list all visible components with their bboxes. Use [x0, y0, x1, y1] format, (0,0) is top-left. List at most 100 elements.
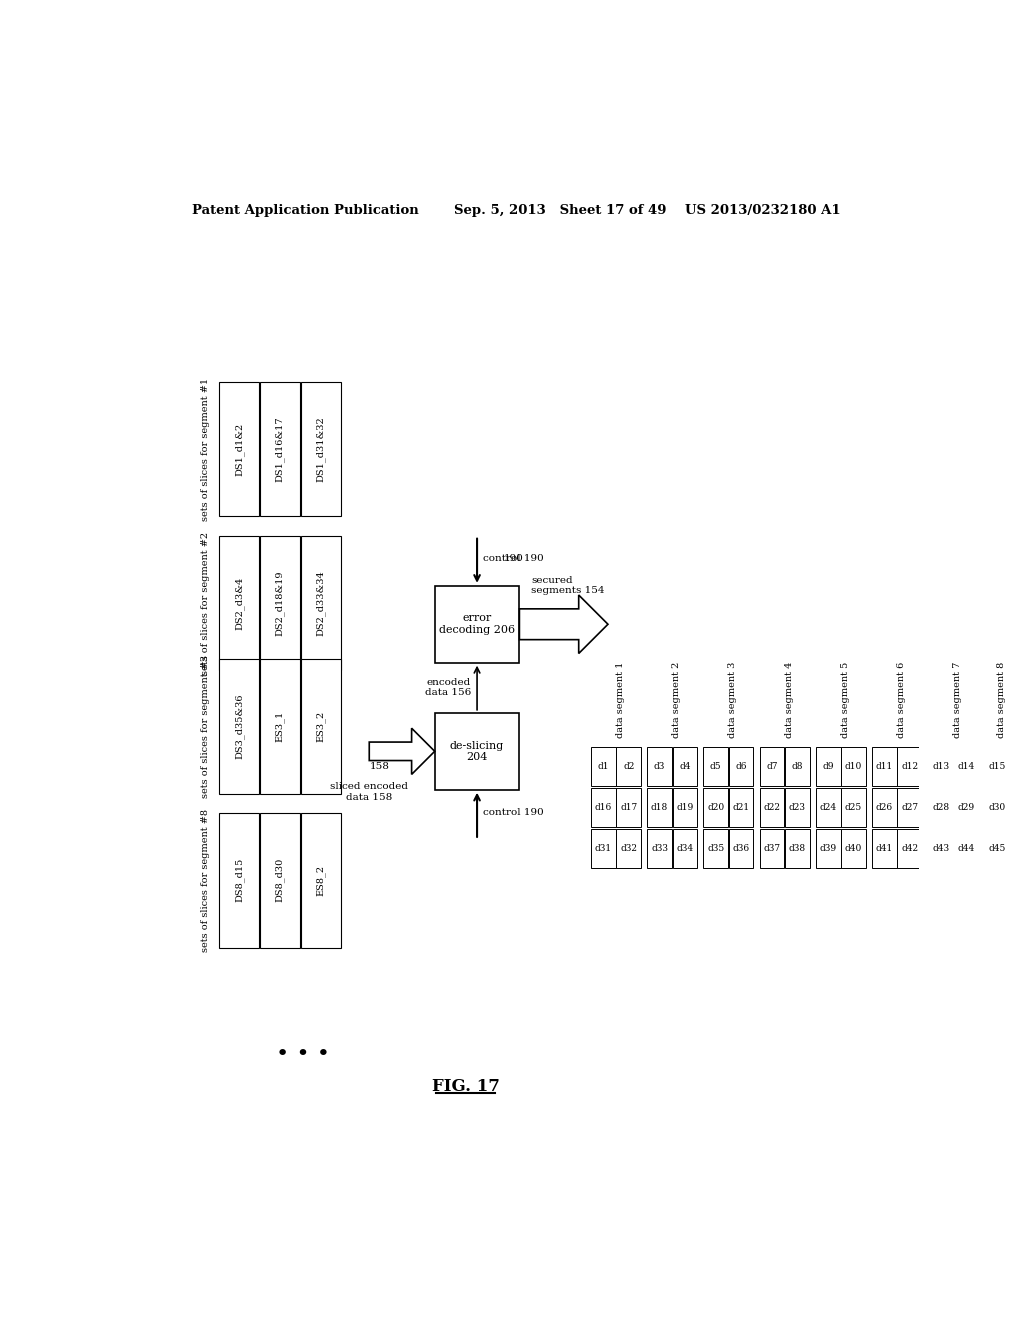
Text: data segment 5: data segment 5	[841, 661, 850, 738]
Bar	[647, 747, 672, 785]
Text: d15: d15	[988, 762, 1006, 771]
Bar	[897, 829, 923, 867]
Bar	[219, 659, 259, 793]
Bar	[260, 813, 300, 948]
Text: d27: d27	[901, 803, 919, 812]
Text: d14: d14	[957, 762, 975, 771]
Text: d17: d17	[621, 803, 637, 812]
Text: US 2013/0232180 A1: US 2013/0232180 A1	[685, 205, 841, 218]
Bar	[673, 788, 697, 826]
Text: d25: d25	[845, 803, 862, 812]
Text: d19: d19	[676, 803, 693, 812]
Bar	[219, 813, 259, 948]
Bar	[816, 829, 841, 867]
Text: d2: d2	[623, 762, 635, 771]
Bar	[591, 747, 615, 785]
Text: data segment 1: data segment 1	[616, 661, 625, 738]
Bar	[729, 829, 754, 867]
Text: d16: d16	[595, 803, 612, 812]
Text: d29: d29	[957, 803, 975, 812]
Bar	[984, 747, 1009, 785]
Text: DS1_d1&2: DS1_d1&2	[234, 422, 244, 475]
Text: d44: d44	[957, 843, 975, 853]
Bar	[616, 829, 641, 867]
Bar	[816, 747, 841, 785]
Bar	[616, 747, 641, 785]
Bar	[953, 788, 978, 826]
Text: d23: d23	[788, 803, 806, 812]
Bar	[872, 829, 897, 867]
Bar	[929, 747, 953, 785]
Text: d5: d5	[710, 762, 722, 771]
Text: de-slicing
204: de-slicing 204	[450, 741, 504, 762]
Bar	[219, 536, 259, 671]
Bar	[673, 829, 697, 867]
Bar	[842, 829, 866, 867]
Bar	[703, 788, 728, 826]
Text: 158: 158	[370, 763, 389, 771]
Text: encoded
data 156: encoded data 156	[425, 678, 471, 697]
Text: control 190: control 190	[483, 808, 544, 817]
Text: DS8_d15: DS8_d15	[234, 858, 244, 903]
Text: data segment 4: data segment 4	[784, 661, 794, 738]
Text: d37: d37	[764, 843, 780, 853]
Bar	[897, 788, 923, 826]
Bar	[760, 788, 784, 826]
Polygon shape	[519, 595, 608, 653]
Polygon shape	[370, 729, 435, 775]
Text: data segment 7: data segment 7	[953, 661, 963, 738]
Text: sets of slices for segment #3: sets of slices for segment #3	[201, 655, 210, 797]
Text: control 190: control 190	[483, 554, 544, 564]
Bar	[785, 829, 810, 867]
Text: DS2_d18&19: DS2_d18&19	[275, 570, 285, 636]
Text: d42: d42	[901, 843, 919, 853]
Bar	[260, 381, 300, 516]
Text: d32: d32	[621, 843, 637, 853]
Text: d43: d43	[932, 843, 949, 853]
Text: Patent Application Publication: Patent Application Publication	[193, 205, 419, 218]
Bar	[260, 536, 300, 671]
Text: data segment 3: data segment 3	[728, 661, 737, 738]
Text: ES3_1: ES3_1	[275, 710, 285, 742]
Bar	[729, 788, 754, 826]
Text: FIG. 17: FIG. 17	[431, 1077, 500, 1094]
Bar	[984, 788, 1009, 826]
Text: data segment 2: data segment 2	[672, 661, 681, 738]
Text: d34: d34	[677, 843, 693, 853]
Bar	[760, 747, 784, 785]
Bar	[703, 747, 728, 785]
Bar	[929, 788, 953, 826]
Bar	[673, 747, 697, 785]
Text: ES3_2: ES3_2	[316, 710, 326, 742]
Bar	[647, 788, 672, 826]
Bar	[301, 381, 341, 516]
Text: d6: d6	[735, 762, 746, 771]
Text: sets of slices for segment #8: sets of slices for segment #8	[201, 809, 210, 952]
Text: d8: d8	[792, 762, 803, 771]
Text: data segment 8: data segment 8	[996, 661, 1006, 738]
Bar	[760, 829, 784, 867]
Text: d21: d21	[732, 803, 750, 812]
Text: d41: d41	[876, 843, 893, 853]
Text: d9: d9	[822, 762, 834, 771]
Text: DS2_d33&34: DS2_d33&34	[316, 570, 326, 636]
Text: ES8_2: ES8_2	[316, 865, 326, 896]
Text: d31: d31	[595, 843, 612, 853]
Text: DS2_d3&4: DS2_d3&4	[234, 577, 244, 630]
Bar	[435, 586, 519, 663]
Bar	[703, 829, 728, 867]
Text: sets of slices for segment #2: sets of slices for segment #2	[201, 532, 210, 675]
Text: d24: d24	[819, 803, 837, 812]
Bar	[953, 829, 978, 867]
Bar	[897, 747, 923, 785]
Text: d1: d1	[598, 762, 609, 771]
Text: • • •: • • •	[276, 1044, 331, 1064]
Bar	[953, 747, 978, 785]
Text: d40: d40	[845, 843, 862, 853]
Bar	[872, 747, 897, 785]
Bar	[842, 747, 866, 785]
Bar	[301, 813, 341, 948]
Text: d28: d28	[932, 803, 949, 812]
Text: d22: d22	[764, 803, 780, 812]
Text: d35: d35	[708, 843, 724, 853]
